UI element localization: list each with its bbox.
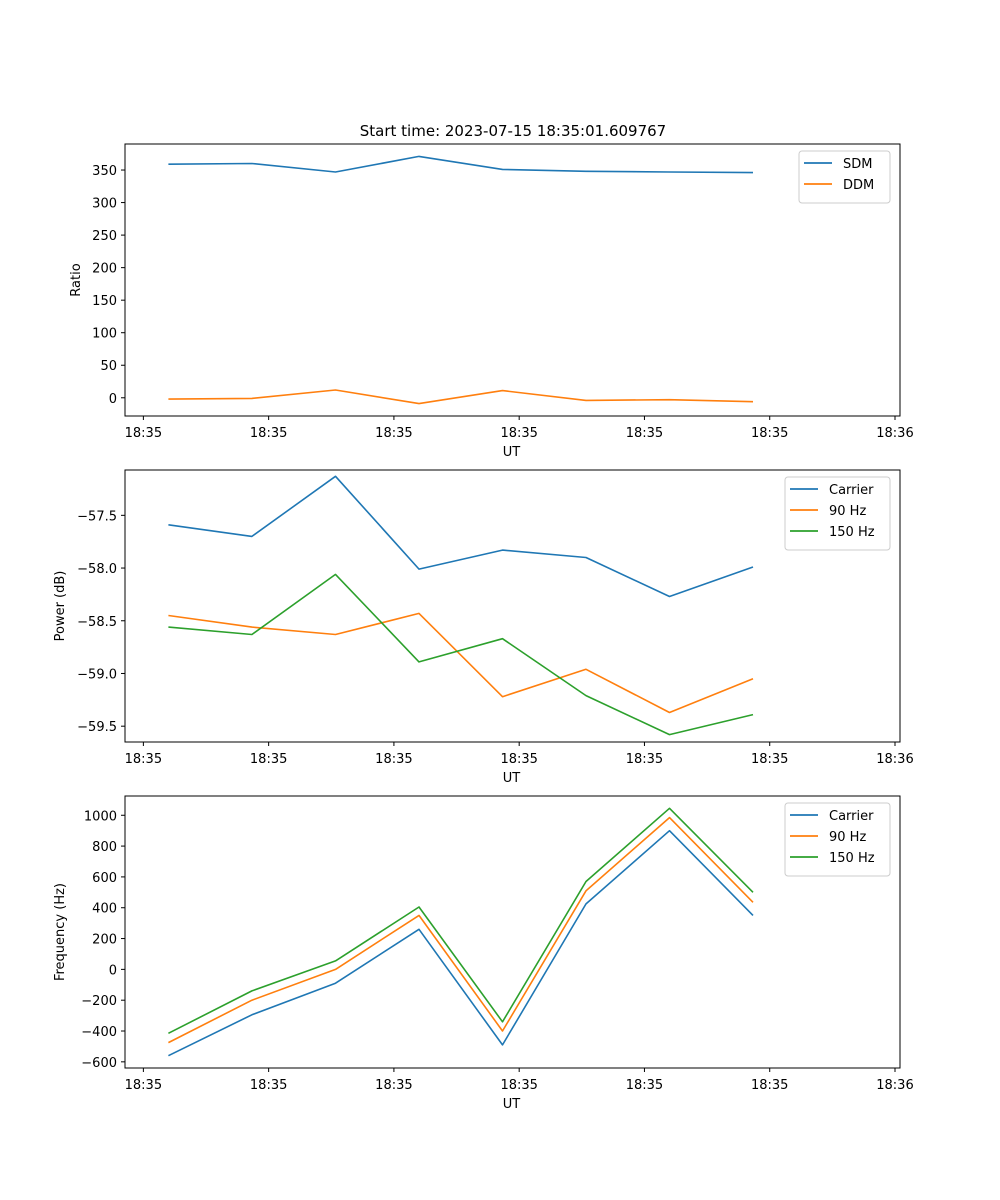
y-tick-label: 400 xyxy=(92,902,117,917)
x-tick-label: 18:35 xyxy=(250,1078,287,1093)
legend-label: SDM xyxy=(843,157,872,172)
series-line-90-hz xyxy=(168,612,754,714)
x-tick-label: 18:35 xyxy=(751,752,788,767)
y-tick-label: 350 xyxy=(92,164,117,179)
y-axis-label: Frequency (Hz) xyxy=(53,883,68,981)
x-tick-label: 18:35 xyxy=(125,426,162,441)
x-tick-label: 18:35 xyxy=(626,426,663,441)
x-tick-label: 18:35 xyxy=(751,426,788,441)
x-axis-label: UT xyxy=(503,771,521,786)
y-tick-label: 600 xyxy=(92,871,117,886)
subplot-frequency: 18:35 18:35 18:35 18:35 18:35 18:35 18:36 −600 −… xyxy=(53,795,914,1112)
legend-label: Carrier xyxy=(829,809,874,824)
y-tick-label: 300 xyxy=(92,197,117,212)
y-tick-label: 200 xyxy=(92,262,117,277)
x-tick-label: 18:35 xyxy=(125,1078,162,1093)
y-axis-label: Power (dB) xyxy=(53,571,68,642)
y-tick-label: −59.0 xyxy=(77,667,117,682)
x-tick-label: 18:35 xyxy=(375,1078,412,1093)
x-tick-label: 18:35 xyxy=(500,426,537,441)
series-line-90-hz xyxy=(168,816,754,1044)
y-tick-label: −59.5 xyxy=(77,720,117,735)
x-axis-label: UT xyxy=(503,445,521,460)
y-tick-label: −200 xyxy=(81,994,117,1009)
y-tick-label: 800 xyxy=(92,840,117,855)
series-line-carrier xyxy=(168,475,754,598)
y-tick-label: −58.0 xyxy=(77,562,117,577)
x-tick-label: 18:36 xyxy=(876,752,913,767)
y-tick-label: −600 xyxy=(81,1056,117,1071)
y-tick-label: 200 xyxy=(92,933,117,948)
axes-frame xyxy=(124,795,901,1069)
series-line-ddm xyxy=(168,389,754,405)
y-tick-label: 100 xyxy=(92,327,117,342)
y-tick-label: 150 xyxy=(92,294,117,309)
x-tick-label: 18:35 xyxy=(626,752,663,767)
y-tick-label: −57.5 xyxy=(77,509,117,524)
y-tick-label: 50 xyxy=(100,359,117,374)
y-axis-label: Ratio xyxy=(69,263,84,296)
y-tick-label: 1000 xyxy=(84,809,117,824)
y-tick-label: −400 xyxy=(81,1025,117,1040)
x-tick-label: 18:35 xyxy=(250,426,287,441)
x-tick-label: 18:36 xyxy=(876,1078,913,1093)
figure-title: Start time: 2023-07-15 18:35:01.609767 xyxy=(360,122,666,140)
x-tick-label: 18:35 xyxy=(125,752,162,767)
legend-box xyxy=(798,150,891,204)
axes-frame xyxy=(124,143,901,417)
y-tick-label: 250 xyxy=(92,229,117,244)
legend: SDM DDM xyxy=(798,150,891,204)
x-tick-label: 18:35 xyxy=(375,426,412,441)
x-tick-label: 18:35 xyxy=(375,752,412,767)
y-tick-label: −58.5 xyxy=(77,615,117,630)
series-line-150-hz xyxy=(168,573,754,736)
legend-label: 90 Hz xyxy=(829,504,866,519)
legend-label: DDM xyxy=(843,178,874,193)
series-line-sdm xyxy=(168,155,754,174)
subplot-ratio: 18:35 18:35 18:35 18:35 18:35 18:35 18:36 0 50 10… xyxy=(69,143,914,460)
legend-label: 90 Hz xyxy=(829,830,866,845)
x-tick-label: 18:36 xyxy=(876,426,913,441)
series-line-carrier xyxy=(168,829,754,1057)
legend-label: Carrier xyxy=(829,483,874,498)
x-tick-label: 18:35 xyxy=(500,752,537,767)
x-axis-label: UT xyxy=(503,1097,521,1112)
legend: Carrier 90 Hz 150 Hz xyxy=(784,476,891,551)
legend-label: 150 Hz xyxy=(829,525,875,540)
legend: Carrier 90 Hz 150 Hz xyxy=(784,802,891,877)
subplot-power: 18:35 18:35 18:35 18:35 18:35 18:35 18:36 −59.5… xyxy=(53,469,914,786)
x-tick-label: 18:35 xyxy=(500,1078,537,1093)
y-tick-label: 0 xyxy=(109,963,117,978)
y-tick-label: 0 xyxy=(109,392,117,407)
x-tick-label: 18:35 xyxy=(751,1078,788,1093)
x-tick-label: 18:35 xyxy=(626,1078,663,1093)
x-tick-label: 18:35 xyxy=(250,752,287,767)
axes-frame xyxy=(124,469,901,743)
series-line-150-hz xyxy=(168,807,754,1035)
legend-label: 150 Hz xyxy=(829,851,875,866)
